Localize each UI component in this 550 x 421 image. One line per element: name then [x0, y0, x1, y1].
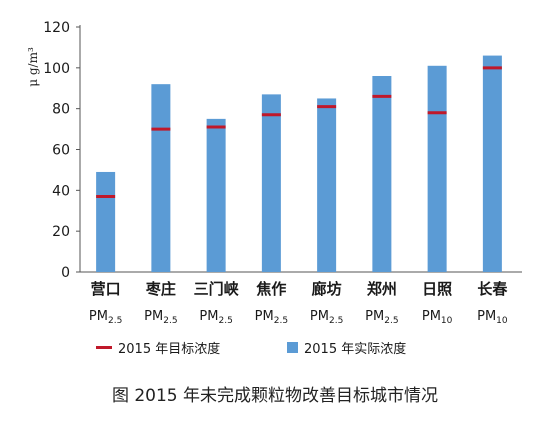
actual-bar-swatch: [287, 342, 298, 353]
x-category-label: 郑州: [367, 280, 397, 298]
x-category-label: 日照: [422, 280, 452, 298]
bar-actual: [96, 171, 116, 272]
pollutant-label: PM2.5: [310, 309, 343, 326]
legend-target-label: 2015 年目标浓度: [118, 342, 221, 357]
y-tick-label: 0: [61, 265, 70, 281]
bar-actual: [317, 98, 337, 272]
y-tick-label: 80: [52, 102, 70, 118]
x-category-label: 三门峡: [194, 280, 240, 298]
y-tick-label: 100: [43, 61, 70, 77]
legend-actual: 2015 年实际浓度: [287, 338, 406, 357]
x-category-label: 枣庄: [145, 280, 176, 298]
target-line-swatch: [96, 346, 112, 349]
bar-actual: [482, 55, 502, 273]
pollutant-label: PM2.5: [199, 309, 232, 326]
legend-actual-label: 2015 年实际浓度: [304, 342, 407, 357]
bar-actual: [151, 84, 171, 273]
pollutant-label: PM2.5: [255, 309, 288, 326]
pollutant-label: PM2.5: [144, 309, 177, 326]
pollutant-label: PM2.5: [365, 309, 398, 326]
legend-target: 2015 年目标浓度: [96, 338, 220, 357]
bar-actual: [372, 76, 392, 272]
x-category-label: 长春: [477, 280, 507, 298]
pollutant-label: PM10: [422, 309, 453, 326]
x-category-label: 廊坊: [312, 280, 342, 298]
pollutant-label: PM10: [477, 309, 508, 326]
y-axis-label: μ g/m³: [26, 47, 40, 87]
bar-actual: [427, 65, 447, 273]
pollutant-label: PM2.5: [89, 309, 122, 326]
y-tick-label: 60: [52, 143, 70, 159]
x-category-label: 营口: [91, 280, 121, 298]
bar-actual: [261, 94, 281, 272]
y-tick-label: 40: [52, 183, 70, 199]
bar-actual: [206, 118, 226, 272]
y-tick-label: 20: [52, 224, 70, 240]
figure-caption: 图 2015 年未完成颗粒物改善目标城市情况: [111, 386, 439, 406]
y-tick-label: 120: [43, 20, 70, 36]
x-category-label: 焦作: [255, 280, 286, 298]
